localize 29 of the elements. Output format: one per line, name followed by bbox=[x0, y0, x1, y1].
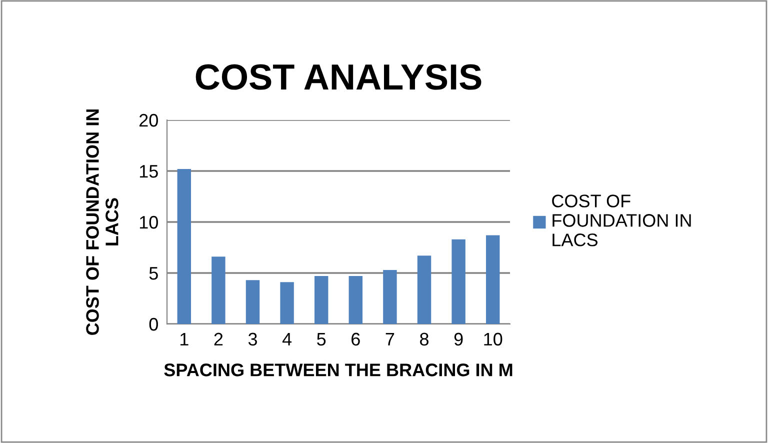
y-tick-label: 0 bbox=[149, 318, 158, 331]
y-tick-label: 5 bbox=[149, 267, 158, 280]
bar bbox=[486, 235, 500, 324]
bar bbox=[177, 168, 192, 324]
bar bbox=[383, 270, 397, 324]
x-tick-label: 4 bbox=[282, 332, 292, 346]
x-tick-label: 10 bbox=[484, 332, 502, 346]
y-tick-label: 15 bbox=[140, 165, 158, 178]
bar bbox=[314, 276, 328, 324]
bar bbox=[452, 239, 466, 324]
legend-label: COST OF FOUNDATION IN LACS bbox=[552, 194, 691, 246]
x-tick-label: 8 bbox=[420, 332, 428, 346]
bar bbox=[348, 276, 363, 324]
x-tick-label: 9 bbox=[454, 332, 463, 346]
bar bbox=[246, 280, 260, 324]
x-tick-label: 2 bbox=[214, 332, 223, 346]
x-axis-title: SPACING BETWEEN THE BRACING IN M bbox=[164, 364, 512, 376]
x-tick-label: 3 bbox=[248, 332, 257, 346]
x-tick-label: 7 bbox=[386, 332, 394, 346]
chart-title: COST ANALYSIS bbox=[196, 64, 482, 90]
y-axis-title: COST OF FOUNDATION IN LACS bbox=[86, 110, 118, 335]
x-tick-label: 5 bbox=[317, 332, 326, 346]
x-tick-label: 6 bbox=[352, 332, 360, 346]
y-tick-label: 10 bbox=[140, 216, 158, 229]
bar bbox=[280, 282, 294, 324]
x-tick-label: 1 bbox=[180, 332, 188, 346]
y-tick-label: 20 bbox=[139, 114, 158, 127]
bar bbox=[417, 256, 432, 324]
bar bbox=[212, 256, 226, 324]
